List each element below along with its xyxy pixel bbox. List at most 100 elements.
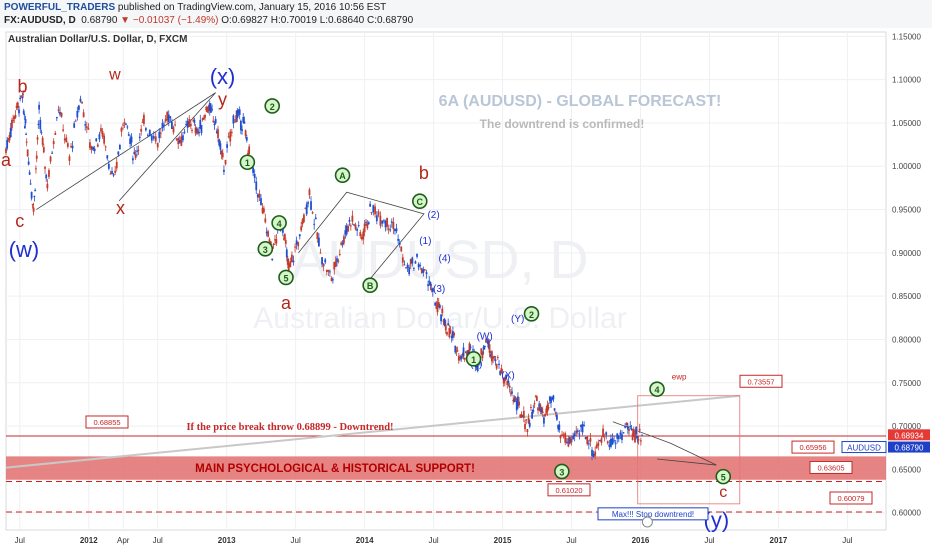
candle-body	[581, 423, 584, 433]
candle-body	[595, 444, 598, 449]
candle-body	[48, 170, 50, 177]
candle-body	[29, 183, 32, 185]
candle-body	[192, 120, 195, 122]
candle-body	[495, 363, 498, 369]
candle-body	[600, 438, 603, 443]
candle-body	[30, 191, 33, 199]
candle-body	[41, 137, 44, 145]
break-note: If the price break throw 0.68899 - Downt…	[186, 422, 393, 433]
y-tick-label: 0.90000	[892, 249, 921, 258]
candle-body	[425, 272, 428, 275]
candle-body	[344, 230, 347, 235]
candle-body	[6, 139, 9, 149]
candle-body	[171, 121, 173, 130]
candle-body	[617, 435, 620, 440]
candle-body	[295, 240, 298, 245]
candle-body	[232, 115, 235, 124]
candle-body	[78, 105, 80, 110]
candle-body	[174, 124, 176, 126]
candle-body	[89, 142, 91, 149]
price-chart[interactable]: AUDUSD, D Australian Dollar/U.S. Dollar …	[0, 28, 932, 550]
candle-body	[630, 428, 633, 430]
candle-body	[154, 136, 157, 142]
candle-body	[481, 351, 484, 359]
wave-circle	[278, 269, 294, 286]
candle-body	[267, 231, 269, 237]
candle-body	[252, 167, 254, 173]
candle-body	[517, 396, 519, 407]
candle-body	[572, 436, 574, 440]
candle-body	[367, 222, 370, 225]
candle-body	[509, 392, 512, 394]
candle-body	[557, 424, 560, 429]
candle-body	[9, 127, 12, 138]
candle-body	[81, 101, 83, 104]
candle-body	[148, 130, 151, 137]
wave-label: 5	[721, 473, 726, 483]
candle-body	[112, 174, 115, 176]
ohlc-low: L:0.68640	[319, 15, 365, 26]
level-tag-text: 0.60079	[837, 494, 864, 503]
watermark-symbol: AUDUSD, D	[291, 230, 588, 290]
candle-body	[349, 225, 352, 227]
candle-body	[587, 443, 590, 445]
y-tick-label: 0.65000	[892, 465, 921, 474]
candle-body	[570, 438, 573, 443]
candle-body	[31, 203, 34, 205]
candle-body	[453, 332, 455, 336]
candle-body	[221, 152, 224, 158]
candle-body	[103, 135, 106, 144]
candle-body	[621, 434, 623, 440]
wave-label: 4	[655, 385, 660, 395]
stop-note: Max!!! Stop downtrend!	[612, 510, 694, 519]
candle-body	[365, 221, 367, 223]
candle-body	[493, 355, 496, 358]
candle-body	[360, 236, 363, 240]
candle-body	[489, 354, 492, 357]
candle-body	[605, 432, 608, 435]
candle-body	[586, 436, 589, 445]
candle-body	[359, 232, 362, 237]
candle-body	[412, 267, 415, 269]
candle-body	[98, 134, 101, 140]
candle-body	[409, 259, 412, 265]
candle-body	[84, 124, 87, 126]
candle-body	[366, 223, 369, 229]
candle-body	[245, 137, 248, 141]
candle-body	[606, 441, 609, 444]
candle-body	[638, 428, 641, 431]
candle-body	[243, 121, 246, 124]
candle-body	[106, 155, 109, 159]
candle-body	[356, 229, 359, 231]
candle-body	[614, 443, 617, 445]
y-tick-label: 0.80000	[892, 335, 921, 344]
x-tick-label: 2014	[356, 536, 374, 545]
x-tick-label: Jul	[428, 536, 438, 545]
candle-body	[394, 228, 396, 232]
candle-body	[334, 261, 337, 267]
candle-body	[424, 269, 426, 271]
candle-body	[513, 398, 516, 402]
wave-circle	[523, 306, 540, 322]
candle-body	[15, 105, 18, 109]
candle-body	[5, 148, 7, 154]
y-tick-label: 1.05000	[892, 119, 921, 128]
candle-body	[8, 135, 11, 141]
candle-body	[340, 242, 343, 245]
candle-body	[230, 131, 233, 133]
wave-circle	[411, 193, 428, 210]
candle-body	[237, 110, 240, 114]
candle-body	[486, 338, 489, 340]
candle-body	[62, 129, 65, 131]
candle-body	[524, 424, 526, 430]
candle-body	[476, 365, 479, 372]
publisher-name[interactable]: POWERFUL_TRADERS	[4, 2, 116, 13]
candle-body	[236, 110, 239, 119]
candle-body	[562, 434, 565, 436]
candle-body	[224, 159, 227, 165]
candle-body	[384, 220, 387, 228]
plot-frame	[5, 31, 887, 531]
candle-body	[641, 435, 643, 437]
candle-body	[25, 133, 27, 135]
candle-body	[117, 151, 120, 155]
